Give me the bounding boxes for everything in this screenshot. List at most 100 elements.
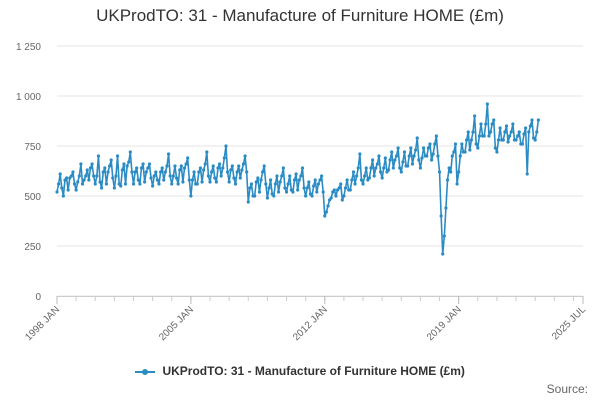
data-point[interactable] — [522, 132, 526, 136]
data-point[interactable] — [323, 214, 327, 218]
data-point[interactable] — [157, 182, 161, 186]
data-point[interactable] — [230, 164, 234, 168]
data-point[interactable] — [350, 178, 354, 182]
data-point[interactable] — [245, 170, 249, 174]
data-point[interactable] — [520, 142, 525, 146]
data-point[interactable] — [321, 190, 325, 194]
data-point[interactable] — [92, 174, 96, 178]
data-point[interactable] — [273, 182, 277, 186]
data-point[interactable] — [484, 122, 488, 126]
data-point[interactable] — [88, 166, 93, 170]
data-point[interactable] — [214, 180, 218, 184]
data-point[interactable] — [109, 158, 113, 162]
data-point[interactable] — [406, 164, 410, 168]
data-point[interactable] — [312, 184, 316, 188]
data-point[interactable] — [536, 118, 540, 122]
data-point[interactable] — [283, 186, 287, 190]
data-point[interactable] — [377, 154, 381, 158]
data-point[interactable] — [458, 154, 462, 158]
data-point[interactable] — [332, 188, 336, 192]
data-point[interactable] — [465, 138, 469, 142]
data-point[interactable] — [71, 170, 75, 174]
data-point[interactable] — [288, 174, 292, 178]
data-point[interactable] — [455, 182, 459, 186]
data-point[interactable] — [165, 164, 169, 168]
data-point[interactable] — [530, 118, 534, 122]
data-point[interactable] — [143, 180, 147, 184]
data-point[interactable] — [469, 138, 474, 142]
data-point[interactable] — [147, 162, 152, 166]
data-point[interactable] — [485, 102, 489, 106]
data-point[interactable] — [96, 154, 101, 158]
data-point[interactable] — [524, 126, 528, 130]
data-point[interactable] — [115, 154, 120, 158]
data-point[interactable] — [514, 138, 518, 142]
data-point[interactable] — [533, 138, 537, 142]
data-point[interactable] — [466, 130, 470, 134]
data-point[interactable] — [272, 194, 276, 198]
data-point[interactable] — [348, 188, 352, 192]
data-point[interactable] — [393, 158, 397, 162]
data-point[interactable] — [407, 154, 411, 158]
data-point[interactable] — [69, 174, 73, 178]
data-point[interactable] — [265, 196, 269, 200]
data-point[interactable] — [136, 178, 140, 182]
data-point[interactable] — [525, 172, 529, 176]
data-point[interactable] — [324, 210, 328, 214]
data-point[interactable] — [173, 164, 177, 168]
data-point[interactable] — [442, 234, 446, 238]
data-point[interactable] — [208, 180, 212, 184]
data-point[interactable] — [417, 158, 421, 162]
data-point[interactable] — [292, 178, 297, 182]
data-point[interactable] — [152, 174, 156, 178]
data-point[interactable] — [291, 190, 295, 194]
data-point[interactable] — [95, 174, 99, 178]
data-point[interactable] — [111, 176, 115, 180]
data-point[interactable] — [221, 166, 225, 170]
data-point[interactable] — [345, 178, 349, 182]
data-point[interactable] — [240, 168, 244, 172]
data-point[interactable] — [299, 174, 303, 178]
data-point[interactable] — [342, 194, 346, 198]
data-point[interactable] — [305, 186, 309, 190]
data-point[interactable] — [371, 158, 375, 162]
data-point[interactable] — [388, 158, 392, 162]
data-point[interactable] — [477, 134, 481, 138]
data-point[interactable] — [343, 186, 348, 190]
data-point[interactable] — [482, 134, 486, 138]
data-point[interactable] — [471, 130, 475, 134]
data-point[interactable] — [101, 170, 105, 174]
data-point[interactable] — [76, 180, 80, 184]
data-point[interactable] — [120, 168, 124, 172]
data-point[interactable] — [418, 166, 423, 170]
data-point[interactable] — [409, 146, 413, 150]
data-point[interactable] — [229, 168, 233, 172]
data-point[interactable] — [391, 166, 395, 170]
data-point[interactable] — [296, 188, 300, 192]
data-point[interactable] — [390, 150, 394, 154]
data-point[interactable] — [55, 190, 59, 194]
data-point[interactable] — [453, 142, 458, 146]
data-point[interactable] — [527, 130, 531, 134]
data-point[interactable] — [106, 170, 110, 174]
data-point[interactable] — [127, 160, 131, 164]
data-point[interactable] — [294, 172, 298, 176]
data-point[interactable] — [315, 190, 319, 194]
data-point[interactable] — [474, 142, 478, 146]
data-point[interactable] — [496, 138, 501, 142]
data-point[interactable] — [246, 200, 250, 204]
data-point[interactable] — [429, 158, 434, 162]
data-point[interactable] — [206, 174, 211, 178]
data-point[interactable] — [103, 166, 107, 170]
data-point[interactable] — [217, 162, 222, 166]
data-point[interactable] — [394, 154, 399, 158]
data-point[interactable] — [131, 182, 136, 186]
data-point[interactable] — [264, 182, 268, 186]
data-point[interactable] — [425, 154, 429, 158]
data-point[interactable] — [238, 176, 242, 180]
data-point[interactable] — [112, 186, 116, 190]
data-point[interactable] — [297, 178, 301, 182]
data-point[interactable] — [372, 174, 376, 178]
data-point[interactable] — [280, 174, 284, 178]
data-point[interactable] — [359, 178, 364, 182]
